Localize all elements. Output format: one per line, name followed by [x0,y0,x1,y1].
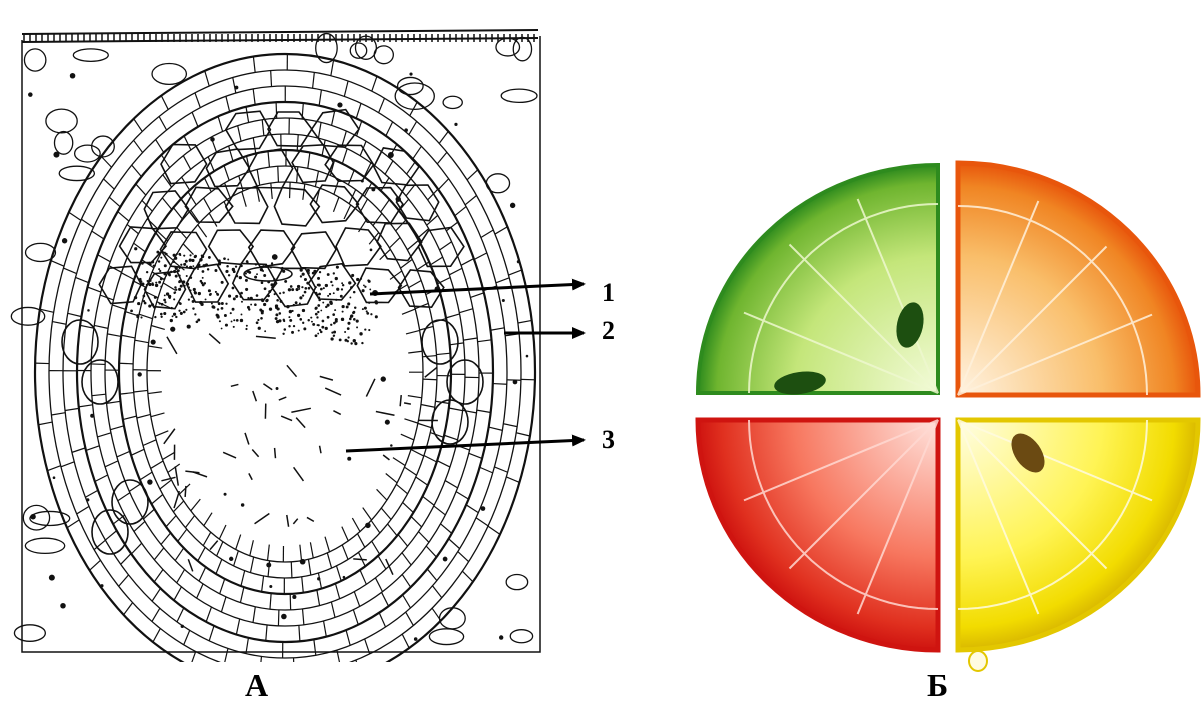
cortex-cell-rings [10,32,538,662]
lime-seed-1 [896,302,924,348]
dotted-strand [130,247,379,346]
panel-label-b: Б [927,667,949,703]
cell-nuclei [28,72,529,641]
lime-seed-2 [774,371,826,395]
lime-quarter [695,162,940,395]
specimen-outline [21,36,541,653]
lemon-quarter [955,417,1201,672]
marker-3: 3 [602,425,615,454]
panel-label-a: А [245,667,269,703]
grapefruit-quarter [695,417,941,653]
citrus-quarters-photo [695,160,1201,672]
lemon-drop [968,650,988,672]
orange-quarter [955,160,1201,398]
cavity-fragments [161,333,438,576]
parenchyma-cells [61,108,484,555]
marker-2: 2 [602,316,615,345]
lemon-seed [1011,433,1045,473]
tissue-cross-section-drawing [10,12,550,662]
marker-1: 1 [602,278,615,307]
